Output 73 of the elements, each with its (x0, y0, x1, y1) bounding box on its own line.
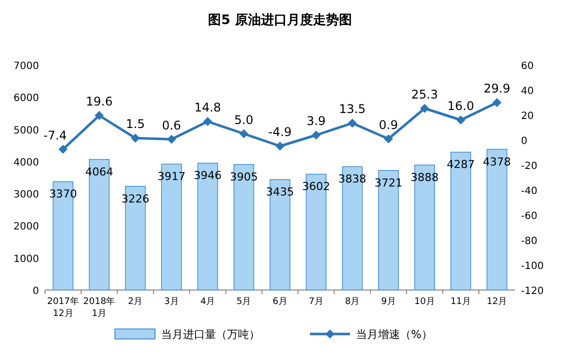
y2-tick-label: -20 (521, 161, 538, 172)
y-tick-label: 6000 (14, 93, 39, 104)
y2-tick-label: 20 (521, 111, 534, 122)
data-label: 3602 (302, 180, 330, 194)
y2-tick-label: 0 (521, 136, 528, 147)
point (456, 116, 466, 124)
x-tick-label: 11月 (450, 297, 471, 307)
data-label: 4064 (85, 165, 114, 178)
point (239, 129, 248, 138)
point (492, 98, 502, 108)
y2-tick-label: -60 (521, 211, 538, 222)
data-label: 19.6 (86, 94, 113, 108)
data-label: 5.0 (234, 112, 254, 127)
y2-tick-label: -120 (521, 286, 544, 297)
x-tick-label: 7月 (308, 297, 324, 307)
y-tick-label: 7000 (14, 61, 39, 72)
y2-tick-label: 40 (521, 86, 534, 97)
x-tick-label: 4月 (200, 297, 216, 307)
data-label: 3917 (158, 170, 186, 184)
point (420, 104, 430, 113)
y-tick-label: 4000 (14, 157, 39, 168)
data-label: 4287 (446, 158, 475, 172)
data-label: -7.4 (43, 128, 67, 142)
x-tick-label: 8月 (344, 297, 360, 307)
point (58, 144, 68, 154)
y-tick-label: 3000 (14, 190, 39, 201)
legend-label: 当月增速（%） (356, 328, 432, 341)
data-label: 14.8 (194, 100, 222, 114)
point (130, 134, 140, 143)
y2-tick-label: -80 (521, 236, 538, 247)
x-tick-label: 6月 (272, 297, 288, 307)
y-tick-label: 2000 (14, 222, 39, 233)
x-tick-label: 10月 (414, 297, 435, 307)
x-tick-label: 9月 (381, 297, 396, 307)
point (203, 117, 212, 126)
y2-tick-label: -40 (521, 186, 538, 197)
point (384, 134, 393, 144)
data-label: 1.5 (126, 117, 145, 132)
x-tick-label: 3月 (164, 297, 179, 307)
data-label: 25.3 (411, 87, 438, 102)
y-tick-label: 0 (32, 286, 39, 297)
data-label: -4.9 (268, 125, 292, 140)
x-tick-label: 12月 (486, 297, 508, 307)
data-label: 3838 (338, 172, 366, 186)
data-label: 3888 (410, 171, 439, 184)
data-label: 16.0 (447, 99, 474, 113)
point (276, 142, 284, 151)
y2-tick-label: 60 (521, 61, 534, 72)
y2-tick-label: -100 (521, 261, 544, 272)
data-label: 0.9 (378, 118, 398, 132)
x-tick-label: 2018年1月 (83, 296, 116, 319)
point (312, 130, 321, 140)
y-tick-label: 5000 (14, 125, 39, 136)
data-label: 0.6 (162, 118, 182, 132)
data-label: 3905 (230, 170, 258, 184)
x-tick-label: 5月 (236, 297, 252, 307)
x-tick-label: 2017年12月 (47, 296, 80, 319)
data-label: 3.9 (306, 114, 326, 128)
data-label: 4378 (482, 155, 511, 168)
data-label: 29.9 (484, 82, 510, 96)
chart-title: 图5 原油进口月度走势图 (208, 12, 352, 28)
data-label: 3946 (194, 169, 222, 182)
data-label: 3370 (49, 188, 78, 201)
data-label: 3721 (374, 176, 402, 190)
point (167, 134, 176, 144)
legend-label: 当月进口量（万吨） (161, 328, 260, 341)
data-label: 3435 (266, 186, 294, 199)
data-label: 3226 (121, 192, 150, 206)
point (94, 111, 104, 120)
y-tick-label: 1000 (14, 254, 39, 265)
x-tick-label: 2月 (128, 297, 143, 307)
point (348, 118, 357, 128)
data-label: 13.5 (338, 102, 366, 116)
